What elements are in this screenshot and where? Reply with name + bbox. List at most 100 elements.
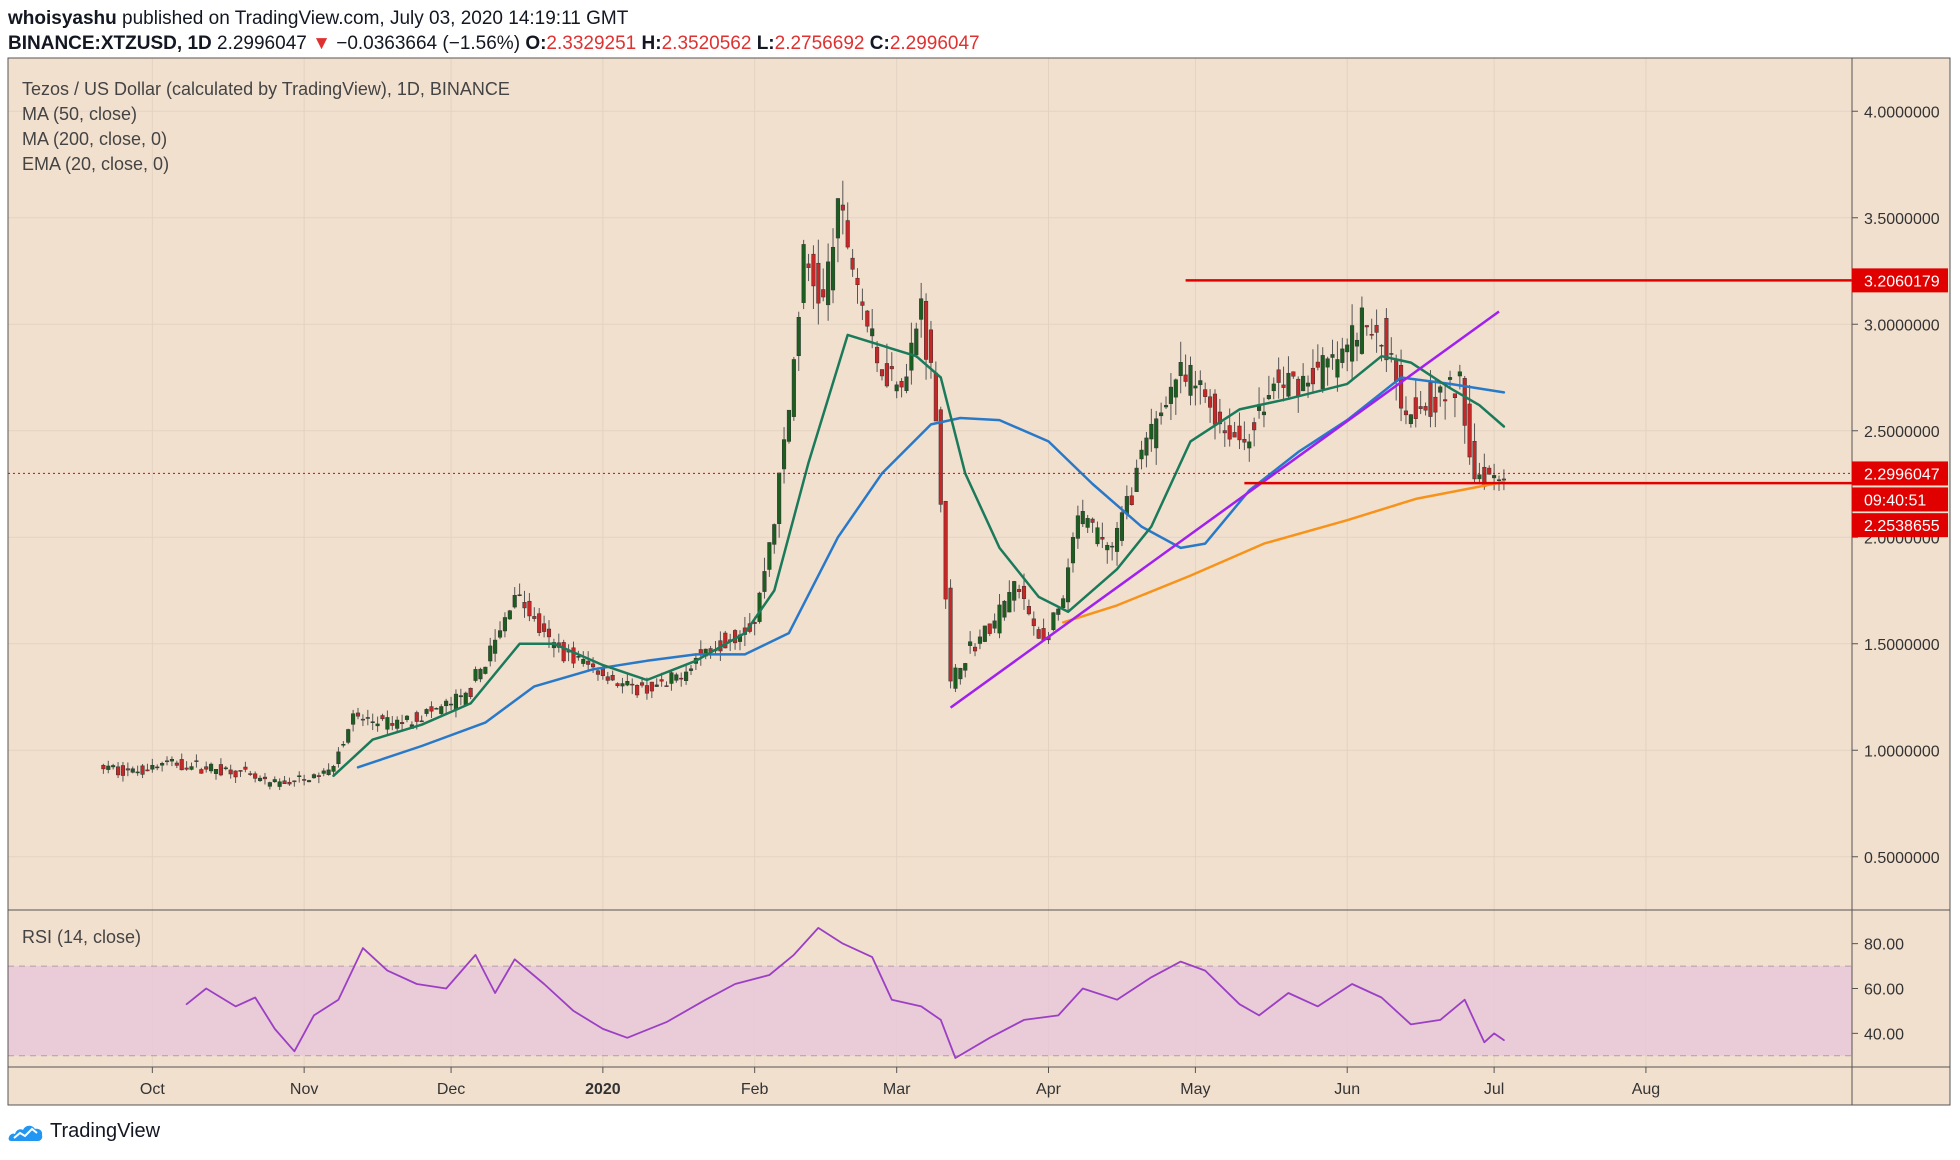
- candle-body: [444, 700, 449, 707]
- candle-body: [478, 668, 483, 680]
- candle-body: [125, 768, 130, 771]
- candle-body: [879, 369, 885, 377]
- candle-body: [620, 683, 625, 687]
- candle-body: [635, 685, 640, 696]
- candle-body: [120, 765, 126, 776]
- candle-body: [1203, 389, 1208, 397]
- rsi-legend[interactable]: RSI (14, close): [22, 927, 141, 947]
- legend-ma200[interactable]: MA (200, close, 0): [22, 129, 167, 149]
- support-price-tag[interactable]: 2.2538655: [1864, 518, 1940, 535]
- candle-body: [644, 685, 649, 694]
- candle-body: [1193, 385, 1198, 389]
- candle-body: [855, 277, 860, 286]
- candle-body: [537, 613, 542, 633]
- candle-body: [1139, 449, 1144, 460]
- candle-body: [1208, 396, 1213, 408]
- rsi-tick-label: 60.00: [1864, 982, 1904, 999]
- candle-body: [414, 712, 419, 722]
- axes: 0.50000001.00000001.50000002.00000002.50…: [7, 57, 1951, 1106]
- price-tick-label: 2.5000000: [1864, 424, 1940, 441]
- last-price-tag[interactable]: 2.2996047: [1864, 466, 1940, 483]
- publisher-name[interactable]: whoisyashu: [8, 8, 117, 29]
- candle-body: [1017, 589, 1022, 592]
- publisher-line: whoisyashu published on TradingView.com,…: [8, 6, 980, 31]
- candle-body: [336, 751, 341, 765]
- published-text: published on TradingView.com, July 03, 2…: [122, 8, 629, 29]
- candle-body: [351, 713, 356, 725]
- candle-body: [1487, 467, 1492, 475]
- candle-body: [473, 669, 478, 681]
- candle-body: [1394, 359, 1399, 382]
- legend-title[interactable]: Tezos / US Dollar (calculated by Trading…: [22, 79, 510, 99]
- ascending-trendline[interactable]: [949, 310, 1500, 709]
- candle-body: [845, 220, 850, 248]
- time-axis-panel[interactable]: [8, 1067, 1852, 1105]
- price-axis-panel[interactable]: [1852, 58, 1950, 1105]
- candle-body: [311, 774, 316, 779]
- price-tick-label: 0.5000000: [1864, 850, 1940, 867]
- candle-body: [424, 709, 429, 714]
- candle-body: [1266, 395, 1271, 400]
- footer-brand[interactable]: TradingView: [50, 1120, 161, 1142]
- low-value: 2.2756692: [774, 33, 865, 54]
- candle-body: [806, 263, 811, 268]
- candle-body: [228, 769, 233, 775]
- candle-body: [267, 782, 272, 787]
- open-value: 2.3329251: [546, 33, 637, 54]
- candle-body: [1340, 348, 1345, 363]
- candle-body: [850, 257, 855, 270]
- candle-body: [522, 602, 527, 609]
- time-tick-label: Jul: [1484, 1081, 1504, 1098]
- candle-body: [777, 472, 782, 524]
- candle-body: [1281, 384, 1286, 388]
- candle-body: [610, 675, 615, 681]
- candle-body: [1007, 592, 1012, 613]
- candle-body: [1399, 365, 1404, 409]
- candle-body: [1418, 406, 1423, 409]
- candle-body: [419, 720, 424, 723]
- candle-body: [218, 764, 223, 776]
- countdown-tag[interactable]: 09:40:51: [1864, 492, 1926, 509]
- candle-body: [1477, 474, 1482, 480]
- candle-body: [1443, 399, 1448, 402]
- candle-body: [365, 717, 370, 719]
- candle-body: [840, 204, 845, 211]
- candle-body: [1051, 612, 1056, 630]
- candle-body: [1384, 318, 1389, 361]
- ohlc-line: BINANCE:XTZUSD, 1D 2.2996047 ▼ −0.036366…: [8, 31, 980, 56]
- candle-body: [889, 366, 894, 370]
- candle-body: [1452, 393, 1457, 398]
- candle-body: [1012, 581, 1017, 601]
- legend-ema20[interactable]: EMA (20, close, 0): [22, 154, 169, 174]
- resistance-price-tag[interactable]: 3.2060179: [1864, 273, 1940, 290]
- candle-body: [1173, 379, 1178, 398]
- candle-body: [449, 703, 454, 706]
- price-tick-label: 1.5000000: [1864, 637, 1940, 654]
- candle-body: [1070, 537, 1076, 564]
- legend-ma50[interactable]: MA (50, close): [22, 104, 137, 124]
- symbol-label[interactable]: BINANCE:XTZUSD, 1D: [8, 33, 212, 54]
- low-label: L:: [756, 33, 775, 54]
- candle-body: [488, 645, 493, 662]
- candle-body: [1242, 438, 1247, 443]
- candle-body: [145, 769, 150, 772]
- candle-body: [150, 765, 155, 770]
- candle-body: [1296, 378, 1301, 396]
- candle-body: [1188, 364, 1193, 396]
- candle-body: [1467, 403, 1472, 458]
- candle-body: [791, 359, 796, 417]
- candle-body: [1227, 425, 1232, 440]
- candle-body: [297, 775, 302, 777]
- candle-body: [1301, 375, 1306, 392]
- candle-body: [1144, 437, 1149, 456]
- indicator-lines: [332, 310, 1506, 778]
- candle-body: [821, 289, 826, 298]
- candle-body: [390, 723, 395, 726]
- candle-body: [723, 632, 728, 649]
- candle-body: [674, 674, 679, 681]
- tradingview-footer[interactable]: TradingView: [8, 1120, 160, 1143]
- candle-body: [860, 301, 865, 306]
- candle-body: [1428, 382, 1433, 417]
- candle-body: [326, 769, 331, 775]
